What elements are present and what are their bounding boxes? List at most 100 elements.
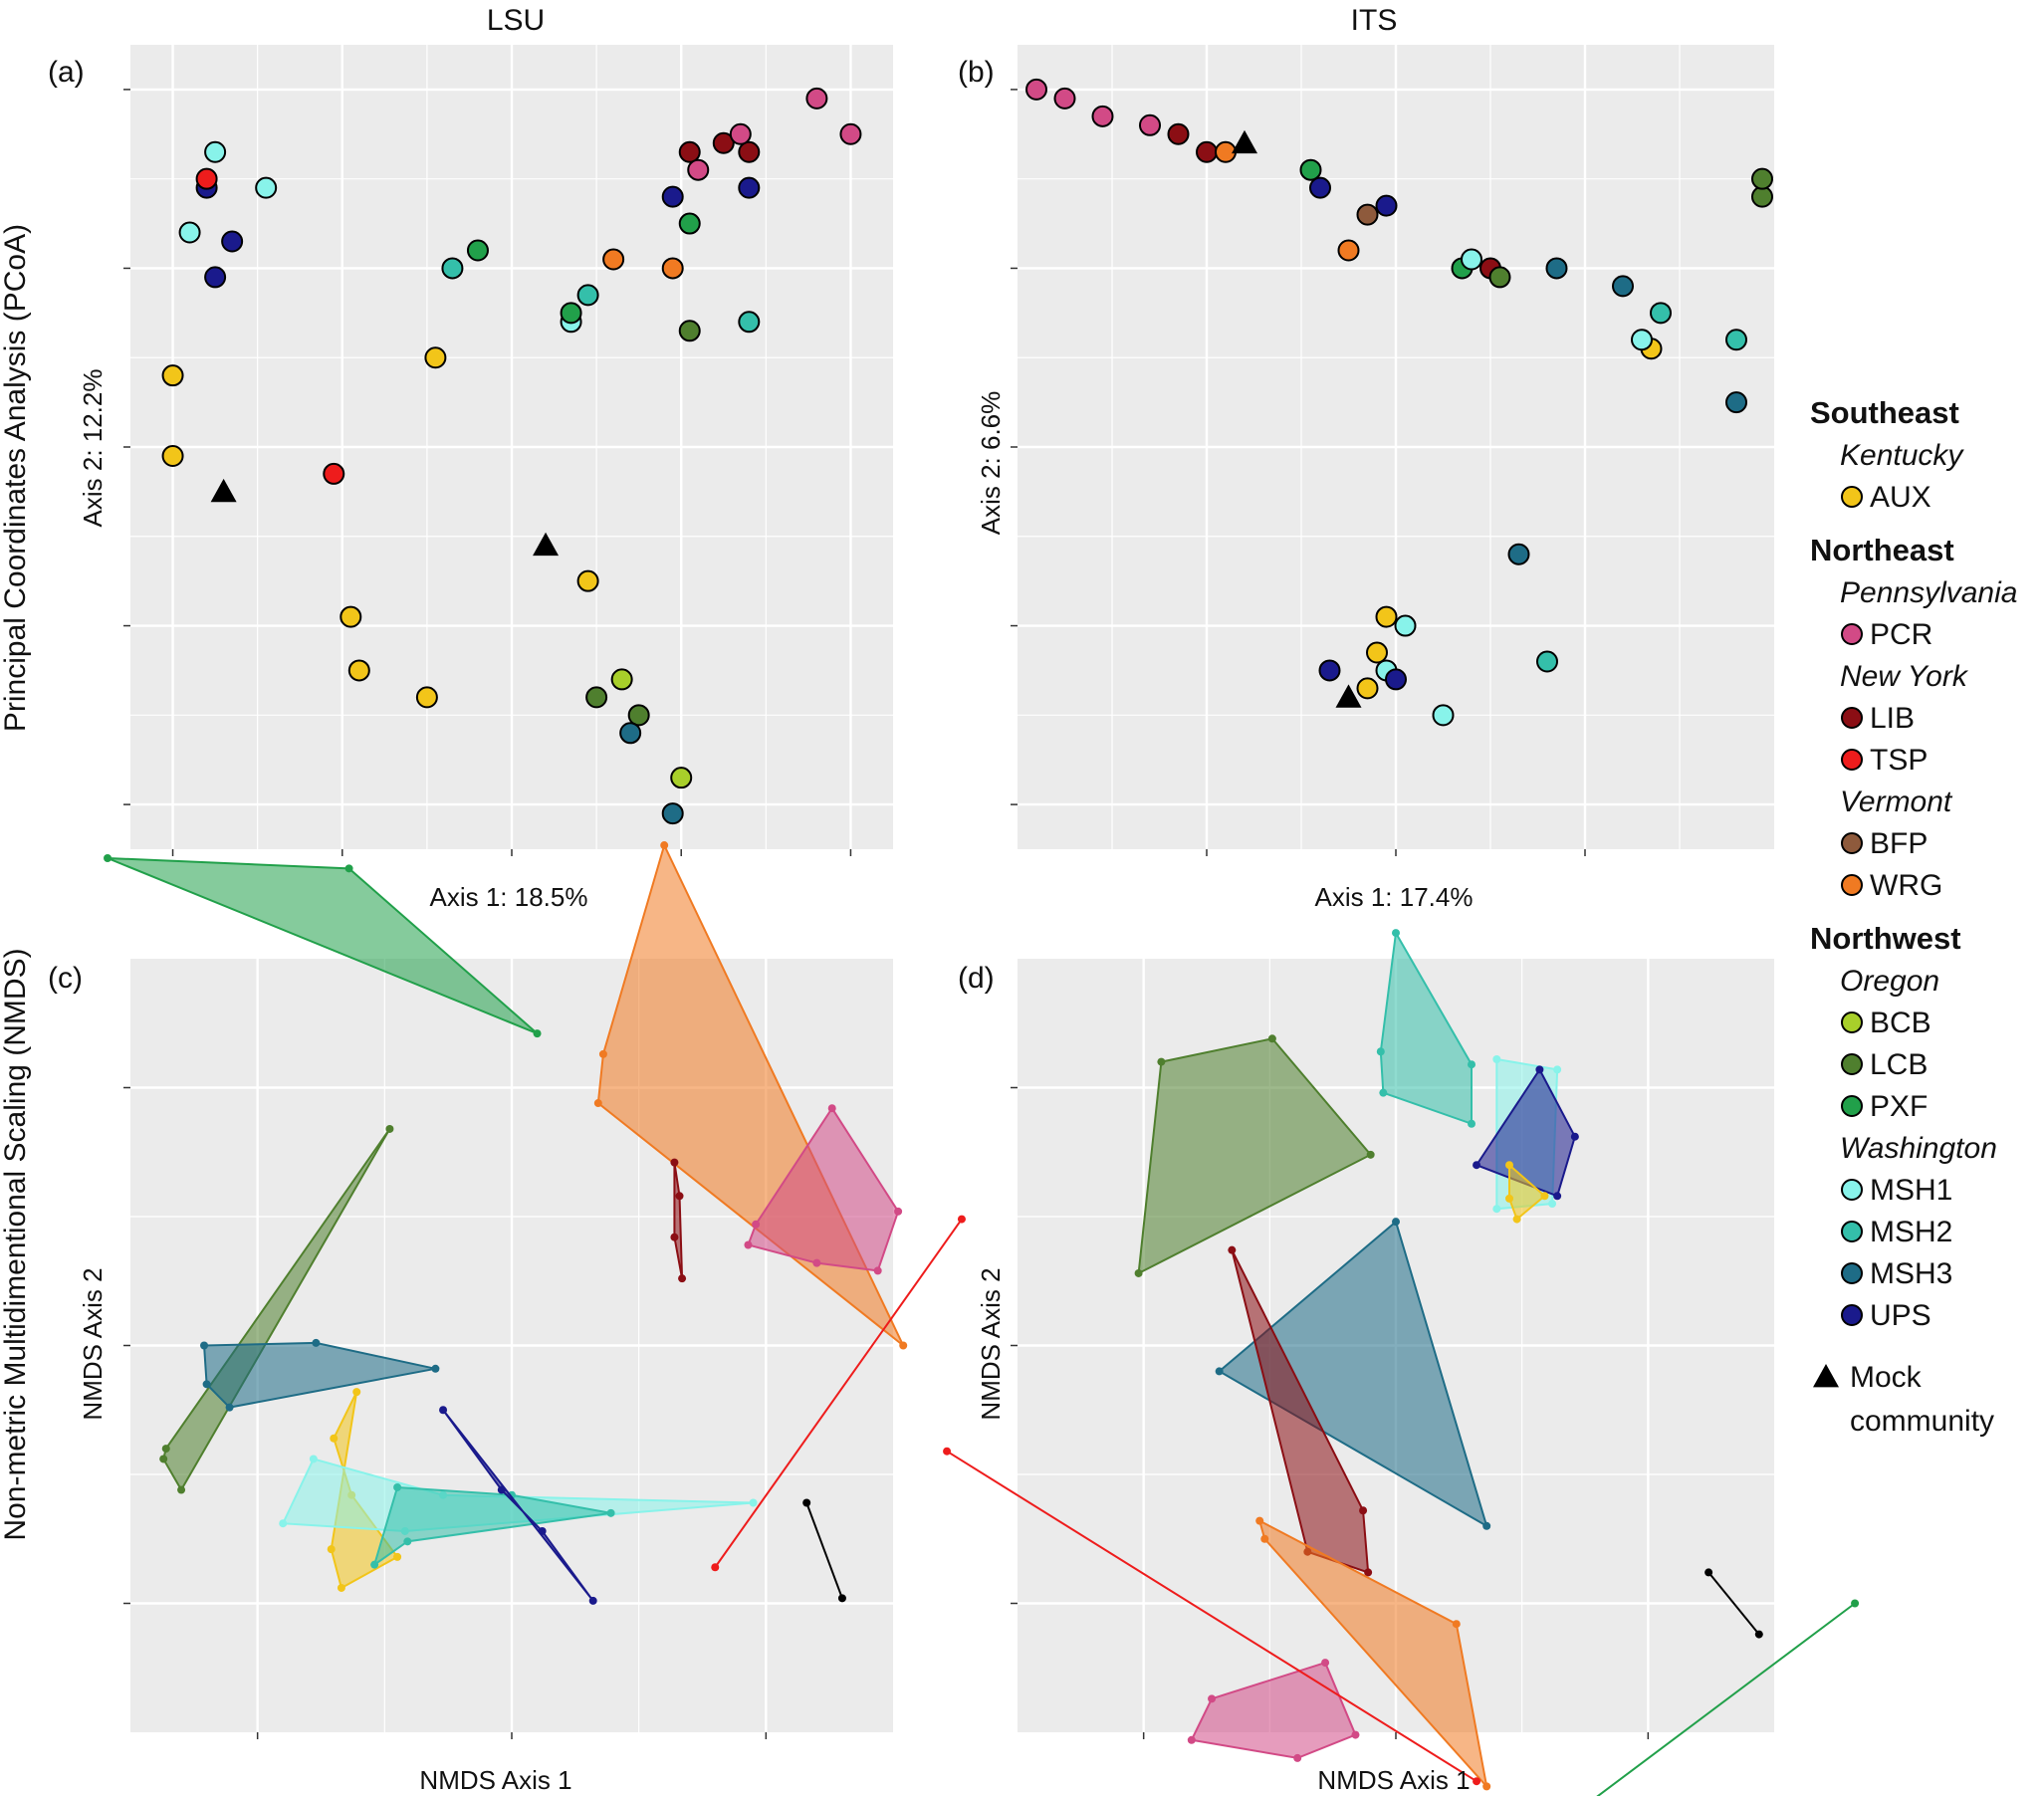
vertex-msh2 (370, 1560, 379, 1569)
vertex-lcb (177, 1485, 186, 1494)
legend-state: Kentucky (1840, 439, 1964, 472)
point-pcr (729, 122, 752, 145)
vertex-wrg (593, 1099, 602, 1108)
legend-swatch-bcb (1841, 1011, 1863, 1033)
endpoint-pxf (1851, 1599, 1860, 1608)
point-ups (204, 266, 227, 289)
vertex-pcr (752, 1220, 761, 1229)
legend-swatch-pxf (1841, 1095, 1863, 1117)
endpoint-mock (1754, 1630, 1763, 1639)
legend-mock-triangle (1813, 1364, 1839, 1388)
legend-state: Washington (1840, 1132, 1997, 1165)
point-tsp (195, 167, 218, 190)
vertex-lcb (385, 1124, 394, 1133)
x-axis-label-a: Axis 1: 18.5% (430, 882, 588, 912)
legend-site-bfp: BFP (1870, 827, 1928, 860)
vertex-msh1 (1553, 1065, 1562, 1074)
col-title-its: ITS (1351, 4, 1398, 37)
vertex-ups (497, 1485, 506, 1494)
point-lib (738, 140, 761, 163)
panel-b-its-pcoa: (b) Axis 1: 17.4% Axis 2: 6.6% (958, 45, 1774, 912)
endpoint-mock (802, 1498, 811, 1507)
point-msh2 (441, 257, 464, 280)
endpoint-tsp (943, 1447, 952, 1456)
point-lib (1167, 122, 1190, 145)
legend-swatch-msh1 (1841, 1179, 1863, 1201)
point-msh3 (1507, 543, 1530, 565)
vertex-wrg (660, 841, 669, 850)
hull-msh3 (1217, 1220, 1488, 1528)
point-lcb (1751, 167, 1773, 190)
col-title-lsu: LSU (487, 4, 545, 37)
point-msh1 (1394, 614, 1417, 637)
point-pcr (687, 158, 710, 181)
point-ups (1385, 668, 1407, 691)
legend-swatch-pcr (1841, 623, 1863, 645)
vertex-msh2 (606, 1508, 615, 1517)
vertex-aux (1540, 1192, 1549, 1201)
point-lib (678, 140, 701, 163)
legend-site-pcr: PCR (1870, 618, 1932, 651)
vertex-aux (330, 1434, 339, 1443)
vertex-ups (1570, 1132, 1579, 1141)
vertex-ups (1473, 1161, 1481, 1170)
mock-community-triangle (533, 532, 560, 557)
endpoint-mock (1704, 1568, 1713, 1577)
segment-mock (805, 1502, 843, 1599)
point-wrg (1337, 239, 1360, 262)
point-pcr (1139, 113, 1161, 136)
vertex-aux (1505, 1194, 1513, 1203)
vertex-aux (1512, 1215, 1521, 1224)
vertex-msh2 (1376, 1047, 1385, 1056)
point-pxf (1299, 158, 1322, 181)
point-aux (1366, 641, 1388, 664)
point-ups (1309, 176, 1331, 199)
point-tsp (323, 462, 345, 485)
panel-c-lsu-nmds: (c) NMDS Axis 1 NMDS Axis 2 (48, 841, 966, 1795)
point-msh2 (738, 311, 761, 334)
hull-pcr (1190, 1661, 1357, 1759)
mock-community-triangle (210, 478, 237, 503)
vertex-msh3 (431, 1364, 440, 1373)
vertex-wrg (1255, 1516, 1264, 1525)
point-ups (738, 176, 761, 199)
legend-site-ups: UPS (1870, 1299, 1931, 1332)
legend-mock-label-line1: Mock (1850, 1361, 1923, 1394)
y-axis-label-b: Axis 2: 6.6% (976, 391, 1006, 536)
gridlines-b (1011, 45, 1774, 856)
mock-community-triangle (1335, 684, 1362, 708)
point-msh1 (178, 221, 201, 244)
hull-pxf (107, 856, 539, 1035)
legend-swatch-msh2 (1841, 1221, 1863, 1242)
point-aux (1375, 605, 1398, 628)
vertex-pcr (744, 1240, 753, 1249)
vertex-lib (678, 1274, 687, 1283)
segment-mock (1707, 1571, 1760, 1636)
vertex-wrg (1260, 1534, 1269, 1543)
y-axis-label-d: NMDS Axis 2 (976, 1267, 1006, 1420)
point-aux (1356, 677, 1379, 700)
point-msh1 (1461, 248, 1482, 271)
vertex-msh3 (202, 1380, 211, 1389)
point-pcr (1091, 105, 1114, 127)
vertex-lcb (1366, 1150, 1375, 1159)
legend-site-lib: LIB (1870, 702, 1915, 735)
point-msh2 (1650, 302, 1672, 325)
vertex-lib (670, 1233, 679, 1241)
point-pcr (1025, 78, 1047, 101)
point-lcb (585, 686, 608, 709)
legend-swatch-lcb (1841, 1053, 1863, 1075)
vertex-aux (393, 1552, 402, 1561)
vertex-pcr (894, 1207, 903, 1216)
vertex-msh2 (403, 1537, 412, 1546)
marks-c (104, 841, 966, 1605)
vertex-aux (352, 1388, 361, 1397)
panel-letter-b: (b) (958, 56, 995, 89)
point-ups (1318, 659, 1341, 682)
x-axis-label-d: NMDS Axis 1 (1317, 1765, 1470, 1795)
vertex-wrg (1482, 1782, 1491, 1791)
point-aux (347, 659, 370, 682)
vertex-pxf (104, 853, 113, 862)
legend-state: New York (1840, 660, 1969, 693)
